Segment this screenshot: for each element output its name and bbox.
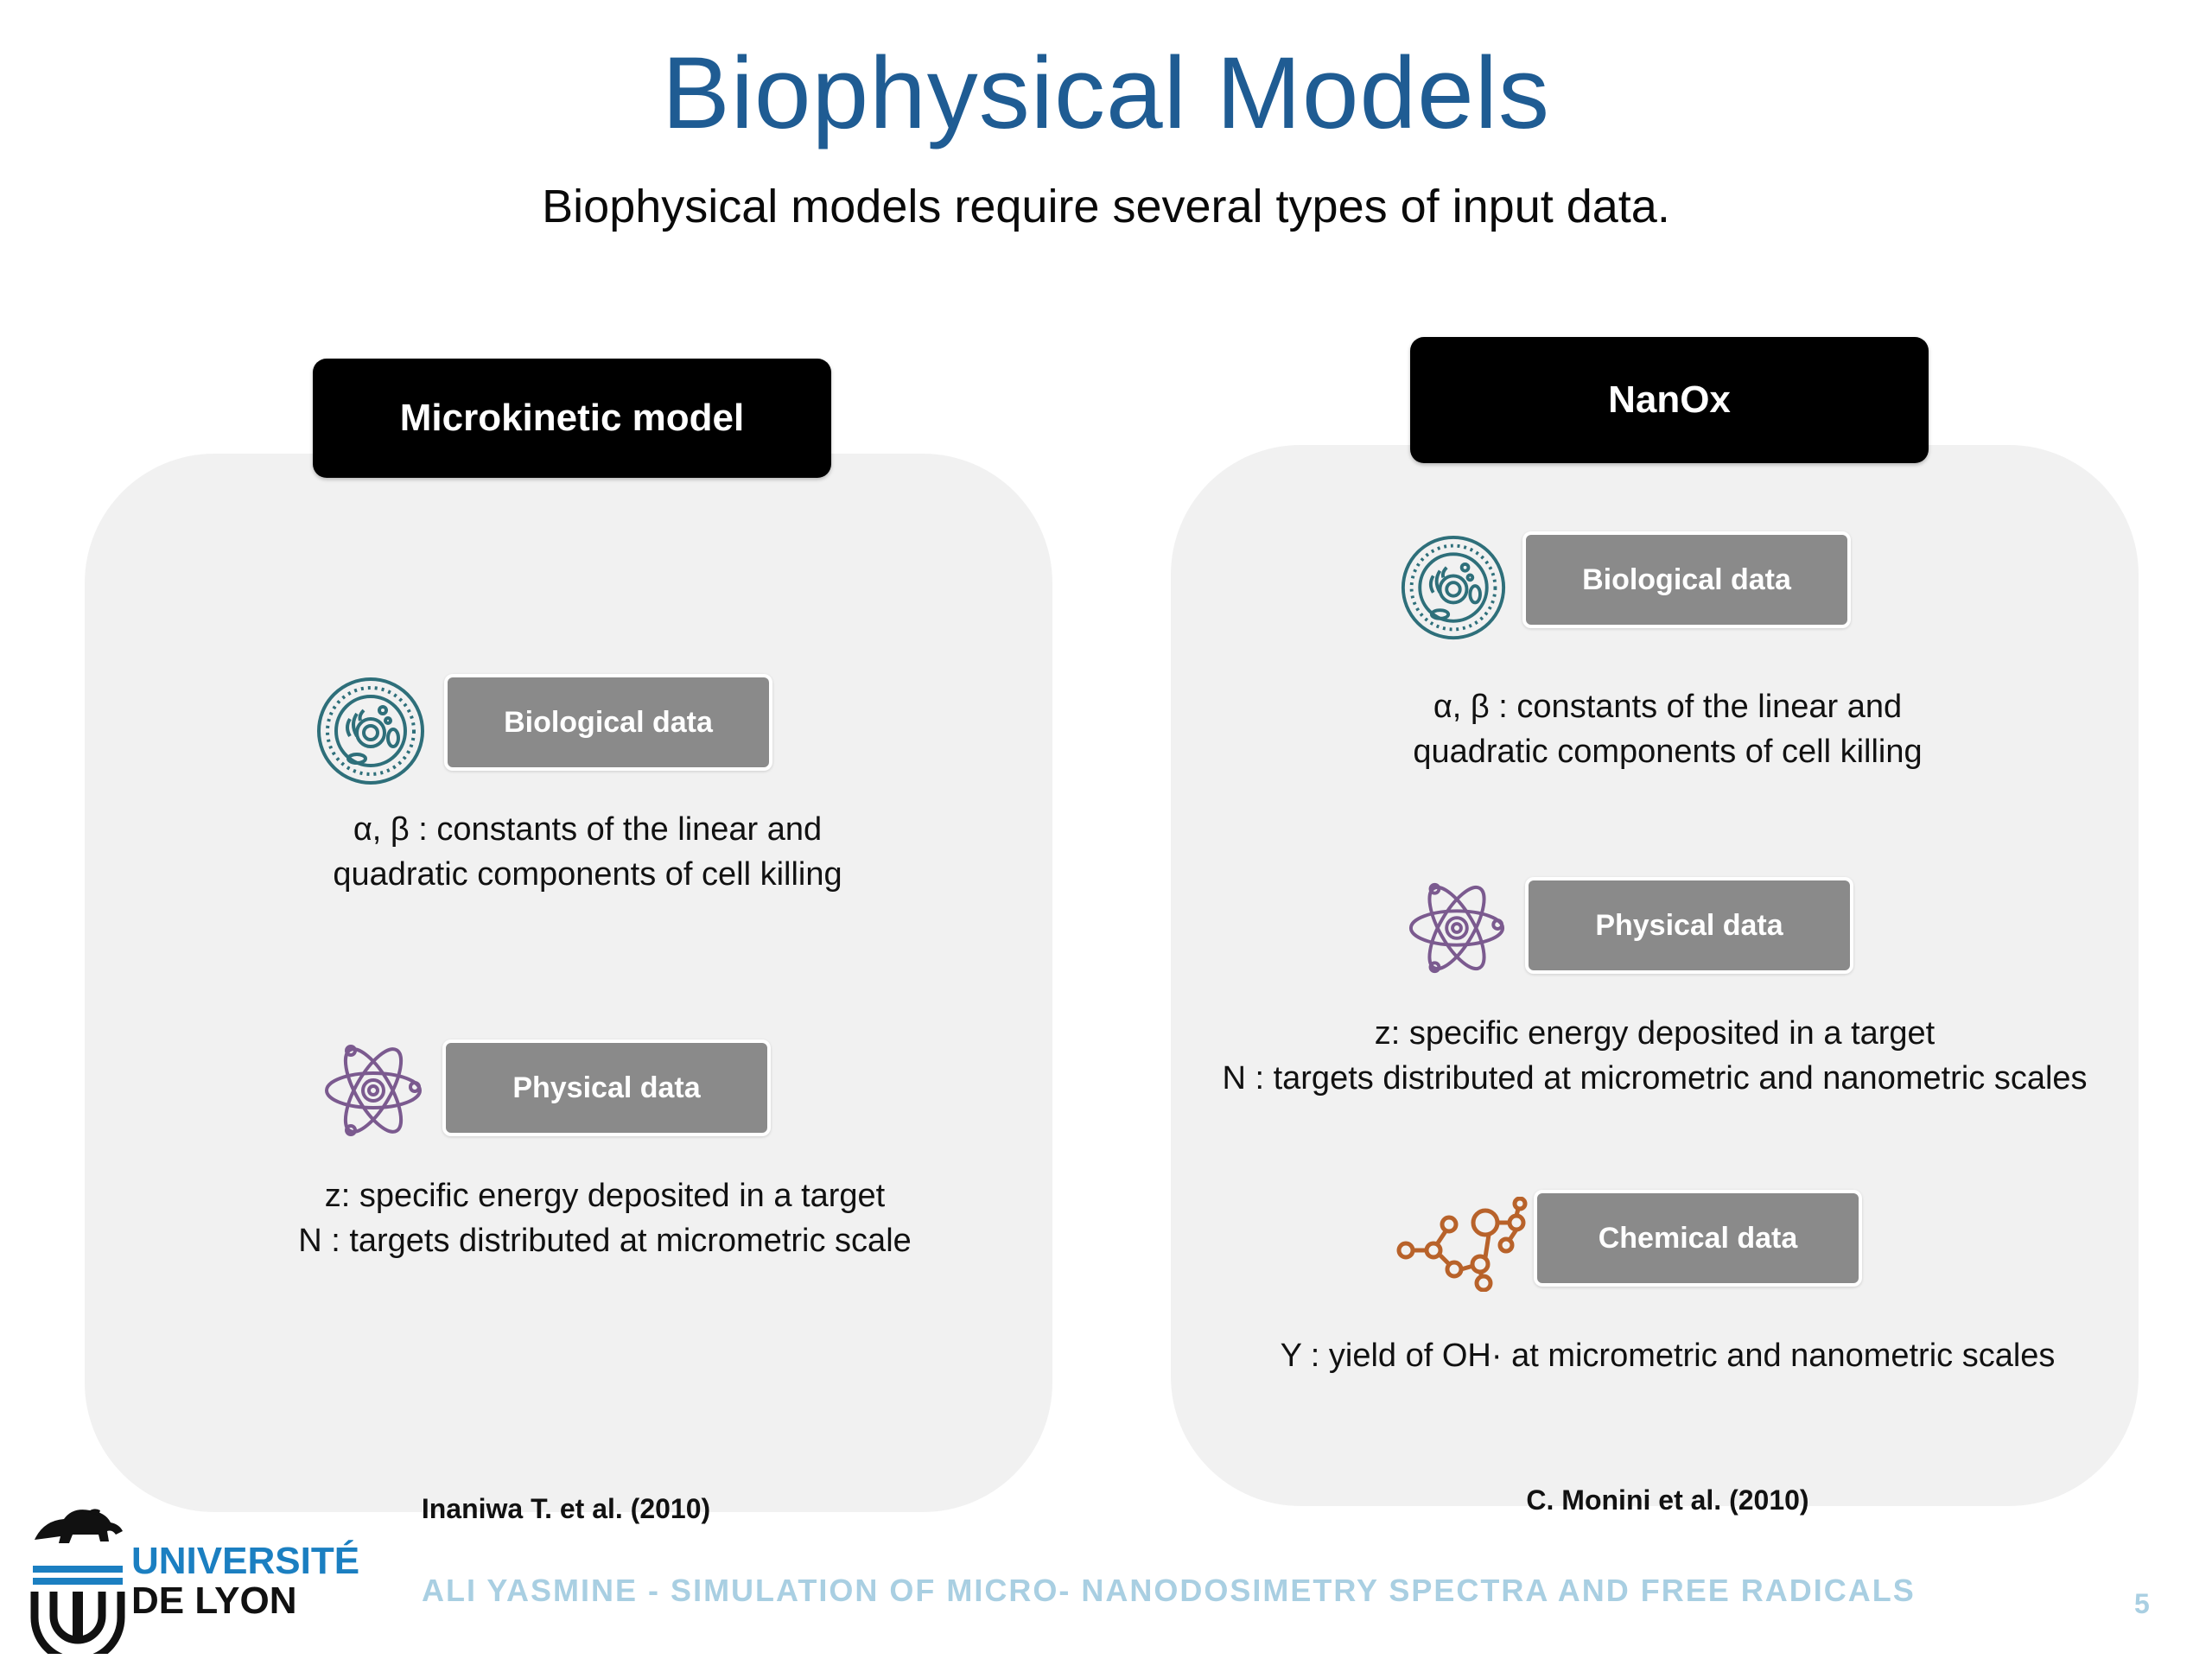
nanox-model-label: NanOx: [1410, 337, 1929, 463]
microkinetic-model-label: Microkinetic model: [313, 359, 831, 478]
cell-icon: [315, 676, 426, 786]
physical-line-1: z: specific energy deposited in a target: [324, 1178, 886, 1214]
cell-icon: [1400, 534, 1507, 641]
left-reference: Inaniwa T. et al. (2010): [421, 1493, 711, 1524]
slide-subtitle: Biophysical models require several types…: [542, 181, 1670, 232]
biological-line-2: quadratic components of cell killing: [1413, 734, 1923, 770]
microkinetic-panel: [85, 454, 1052, 1512]
physical-line-1: z: specific energy deposited in a target: [1374, 1015, 1936, 1052]
biological-description: α, β : constants of the linear and quadr…: [1253, 684, 2082, 774]
biological-data-label: Biological data: [444, 674, 772, 771]
lion-logo-icon: [28, 1505, 131, 1659]
biological-data-label: Biological data: [1522, 531, 1851, 628]
physical-line-2: N : targets distributed at micrometric s…: [298, 1223, 912, 1259]
logo-line-1: UNIVERSITÉ: [131, 1540, 360, 1582]
logo-text: UNIVERSITÉ DE LYON: [131, 1541, 359, 1621]
atom-icon: [1406, 877, 1508, 979]
page-number: 5: [2134, 1588, 2150, 1619]
right-reference: C. Monini et al. (2010): [1526, 1484, 1809, 1516]
atom-icon: [321, 1039, 425, 1142]
footer-text: ALI YASMINE - SIMULATION OF MICRO- NANOD…: [422, 1573, 1916, 1608]
physical-line-2: N : targets distributed at micrometric a…: [1222, 1060, 2088, 1096]
biological-line-1: α, β : constants of the linear and: [1433, 689, 1903, 725]
chemical-data-label: Chemical data: [1534, 1190, 1862, 1287]
physical-data-label: Physical data: [1525, 877, 1853, 974]
biological-line-1: α, β : constants of the linear and: [353, 811, 823, 848]
biological-description: α, β : constants of the linear and quadr…: [173, 807, 1002, 897]
biological-line-2: quadratic components of cell killing: [333, 856, 842, 893]
molecule-icon: [1395, 1196, 1534, 1293]
physical-description: z: specific energy deposited in a target…: [138, 1173, 1071, 1263]
logo-line-2: DE LYON: [131, 1580, 297, 1622]
physical-description: z: specific energy deposited in a target…: [1184, 1011, 2126, 1101]
slide-title: Biophysical Models: [661, 36, 1551, 150]
physical-data-label: Physical data: [442, 1039, 771, 1136]
chemical-line-1: Y : yield of OH· at micrometric and nano…: [1280, 1338, 2056, 1374]
chemical-description: Y : yield of OH· at micrometric and nano…: [1227, 1333, 2108, 1378]
